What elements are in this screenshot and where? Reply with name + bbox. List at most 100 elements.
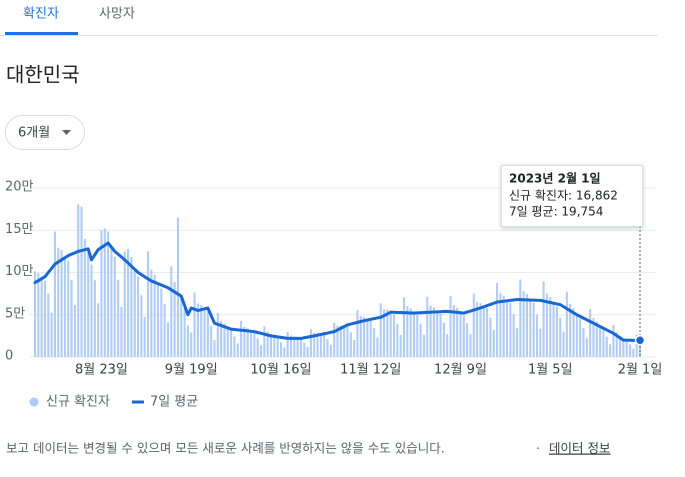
bar [283,347,286,357]
bar [545,293,548,357]
bar [359,316,362,357]
bar [156,283,160,357]
dropdown-label[interactable]: 6개월 [18,126,50,141]
bar [333,322,336,357]
bar [336,325,339,357]
bar [279,342,283,357]
bar [429,305,432,357]
bar [449,295,452,357]
bar [512,314,515,357]
bar [196,303,199,357]
bar [406,306,409,357]
bar [519,279,522,357]
bar [33,271,37,357]
bar [562,331,565,357]
line [33,241,642,342]
bar [133,269,136,357]
bar [376,337,379,357]
bar [555,306,558,357]
tooltip-box [501,165,643,227]
tooltip-line: 신규 확진자: 16,862 [509,189,618,203]
bar [579,318,582,357]
bar [592,318,595,357]
bar [123,251,126,357]
bar [552,303,555,357]
y-tick-label: 10만 [5,264,34,279]
bar [103,228,106,357]
lines [33,241,642,342]
bar [589,309,592,357]
bar [323,334,326,357]
bar [299,339,302,357]
bar [389,312,392,357]
bar [180,296,183,357]
bar [386,309,389,357]
bar [276,337,279,357]
bar [113,256,116,357]
bar [140,295,143,357]
y-tick-label: 15만 [5,222,34,237]
bar [233,336,236,357]
bar [349,332,352,357]
bar [263,326,266,357]
bar [250,331,253,357]
bar [293,336,296,357]
bar [466,323,469,357]
bar [306,347,309,357]
bar [515,328,519,357]
bar [213,340,216,357]
bar [499,293,502,357]
bar [273,336,276,357]
bar [93,280,96,357]
bar [343,326,346,357]
bar [77,204,80,357]
bar [309,329,312,357]
bar [532,303,535,357]
bar [486,308,489,357]
bar [615,332,618,357]
bar [203,308,206,357]
footer-link[interactable]: 데이터 정보 [549,441,610,456]
bar [416,315,419,357]
bar [439,313,442,357]
bar [87,248,90,357]
bar [529,300,532,357]
footer-separator: · [536,441,540,456]
bar [436,311,439,357]
bar [43,280,47,357]
tab[interactable]: 사망자 [99,7,135,22]
bar [602,329,605,357]
bar [373,328,376,357]
bar [422,334,425,357]
bar [366,319,369,357]
bar [565,291,568,357]
tab-active[interactable]: 확진자 [23,7,59,22]
bar [220,320,223,357]
bar [535,314,538,357]
bar [509,303,512,357]
bar [143,316,146,357]
bar [80,206,83,357]
bar [200,304,203,357]
bar [402,297,406,357]
bar [67,260,70,357]
bar [492,330,495,357]
bar [160,288,163,357]
bar [289,335,292,357]
bar [595,321,598,357]
bar [569,303,572,357]
bar [216,312,219,357]
dropdown[interactable] [5,115,85,150]
bar [383,309,386,357]
bar [183,307,186,357]
bar [472,293,475,357]
bar [625,341,628,357]
bar [426,296,429,357]
bar [525,294,529,357]
bar [319,334,322,357]
bar [482,306,485,357]
tooltip-title: 2023년 2월 1일 [509,171,601,186]
bar [612,325,615,357]
bar [236,343,239,357]
bar [100,230,103,357]
